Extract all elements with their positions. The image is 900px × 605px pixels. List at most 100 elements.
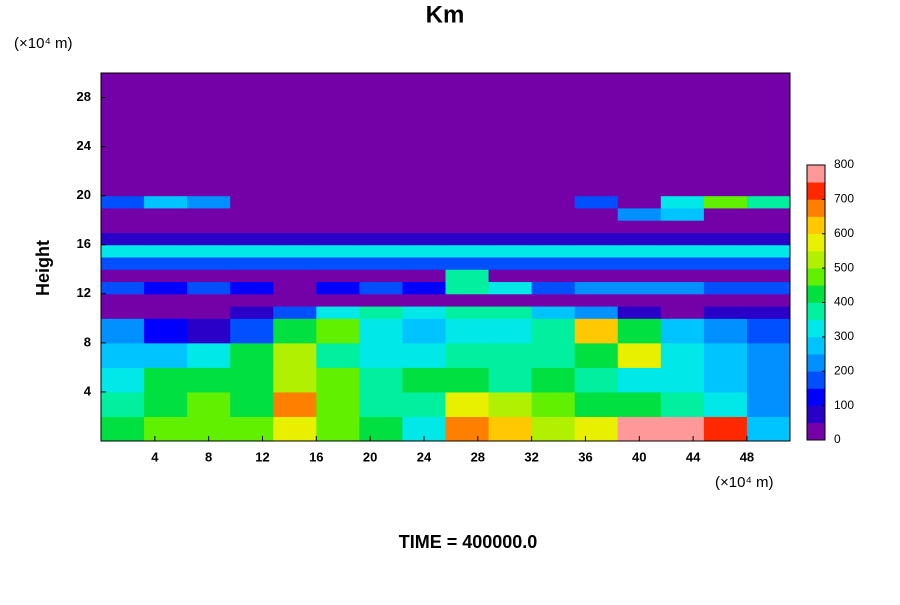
heat-cell: [531, 257, 576, 270]
x-tick-label: 44: [686, 449, 701, 464]
heat-cell: [316, 416, 360, 442]
heat-cell: [402, 281, 446, 295]
heat-cell: [574, 293, 619, 307]
heat-cell: [617, 195, 662, 209]
heat-cell: [746, 257, 791, 270]
heat-cell: [273, 257, 317, 270]
heat-cell: [359, 367, 403, 393]
heat-cell: [101, 293, 145, 307]
heat-cell: [488, 232, 533, 246]
heat-cell: [230, 244, 274, 258]
heat-cell: [746, 318, 791, 344]
heat-cell: [230, 269, 274, 283]
heat-cell: [445, 293, 490, 307]
heat-cell: [230, 232, 274, 246]
heat-cell: [101, 306, 145, 319]
y-tick-label: 12: [77, 285, 91, 300]
colorbar-step: [807, 165, 825, 183]
x-tick-label: 16: [309, 449, 323, 464]
heat-cell: [574, 232, 619, 246]
colorbar-tick-label: 100: [834, 398, 854, 412]
heat-cell: [445, 391, 490, 417]
heat-cell: [574, 195, 619, 209]
heat-cell: [703, 367, 748, 393]
heat-cell: [144, 416, 188, 442]
heat-cell: [531, 195, 576, 209]
heat-cell: [488, 220, 533, 233]
heat-cell: [101, 257, 145, 270]
heat-cell: [273, 269, 317, 283]
heat-cell: [531, 318, 576, 344]
colorbar-step: [807, 233, 825, 252]
heat-cell: [531, 367, 576, 393]
colorbar-step: [807, 319, 825, 338]
heat-cell: [144, 293, 188, 307]
colorbar-step: [807, 285, 825, 303]
colorbar-step: [807, 302, 825, 320]
heat-cell: [187, 207, 231, 221]
heat-cell: [273, 281, 317, 295]
heat-cell: [660, 195, 705, 209]
heat-cell: [187, 342, 231, 368]
heat-cell: [574, 73, 619, 197]
heat-cell: [488, 367, 533, 393]
heat-cell: [703, 207, 748, 221]
heat-cell: [574, 244, 619, 258]
heat-cell: [187, 367, 231, 393]
heat-cell: [488, 318, 533, 344]
x-tick-label: 20: [363, 449, 377, 464]
heat-cell: [746, 416, 791, 442]
heat-cell: [230, 391, 274, 417]
heat-cell: [531, 232, 576, 246]
heat-cell: [316, 281, 360, 295]
heat-cell: [187, 73, 231, 197]
heat-cell: [617, 306, 662, 319]
heat-cell: [445, 269, 490, 283]
heat-cell: [273, 416, 317, 442]
heat-cell: [187, 391, 231, 417]
heat-cell: [746, 391, 791, 417]
colorbar-step: [807, 336, 825, 355]
heat-cell: [402, 207, 446, 221]
heat-cell: [316, 342, 360, 368]
heat-cell: [101, 367, 145, 393]
heat-cell: [273, 318, 317, 344]
x-tick-label: 32: [524, 449, 538, 464]
heat-cell: [187, 220, 231, 233]
heat-cell: [101, 244, 145, 258]
y-tick-label: 16: [77, 236, 91, 251]
heat-cell: [316, 293, 360, 307]
heat-cell: [703, 269, 748, 283]
heat-cell: [101, 195, 145, 209]
heat-cell: [101, 318, 145, 344]
heat-cell: [359, 73, 403, 197]
heat-cell: [660, 318, 705, 344]
heat-cell: [402, 257, 446, 270]
heat-cell: [531, 244, 576, 258]
heat-cell: [144, 342, 188, 368]
heat-cell: [273, 342, 317, 368]
heat-cell: [144, 367, 188, 393]
heat-cell: [617, 318, 662, 344]
x-tick-label: 8: [205, 449, 212, 464]
colorbar-tick-label: 200: [834, 363, 854, 377]
heat-cell: [660, 416, 705, 442]
heat-cell: [359, 232, 403, 246]
heat-cell: [402, 391, 446, 417]
colorbar-tick-label: 600: [834, 226, 854, 240]
heat-cell: [359, 391, 403, 417]
heat-cell: [746, 207, 791, 221]
heat-cell: [359, 220, 403, 233]
heat-cell: [230, 342, 274, 368]
heat-cell: [230, 195, 274, 209]
heat-cell: [359, 207, 403, 221]
heat-cell: [488, 257, 533, 270]
heat-cell: [703, 416, 748, 442]
heat-cell: [445, 244, 490, 258]
heat-cell: [144, 244, 188, 258]
heat-cell: [703, 293, 748, 307]
heat-cell: [144, 306, 188, 319]
colorbar-step: [807, 354, 825, 372]
heat-cell: [488, 293, 533, 307]
heat-cell: [101, 342, 145, 368]
